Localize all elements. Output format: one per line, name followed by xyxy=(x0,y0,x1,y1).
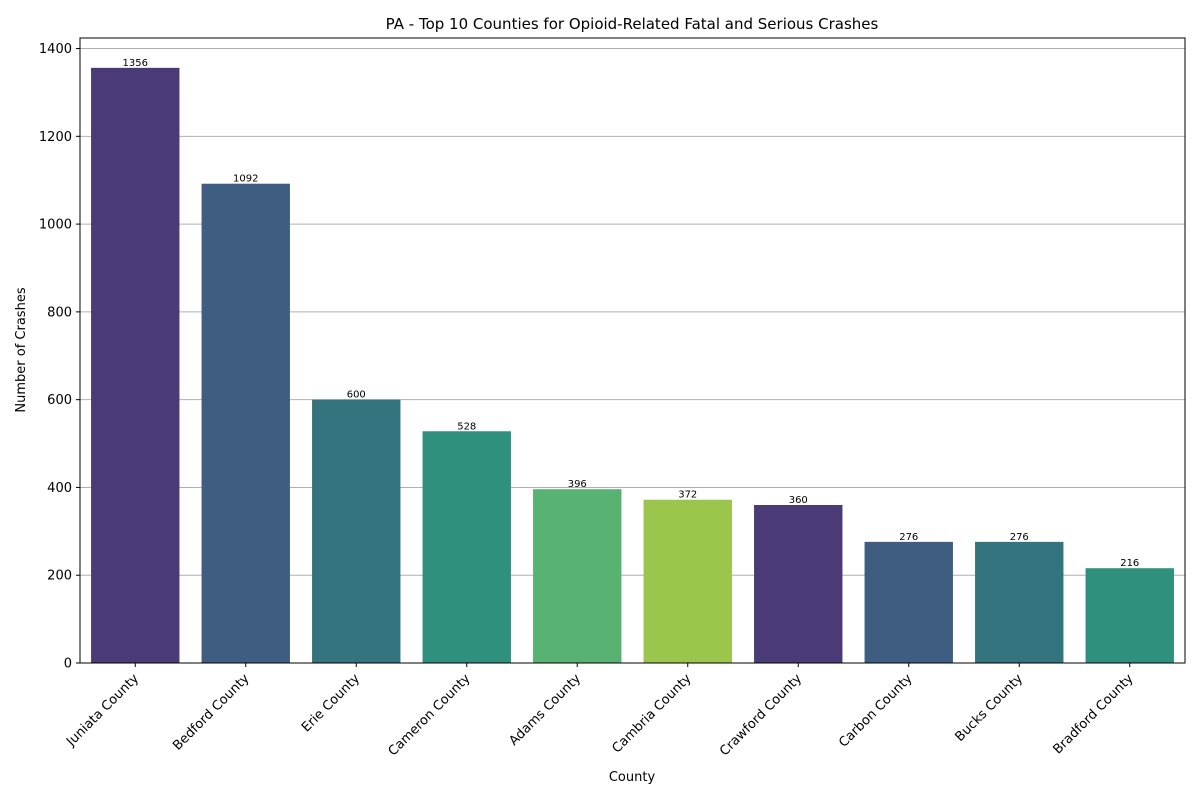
x-tick-label: Erie County xyxy=(299,671,363,735)
x-tick-label: Bradford County xyxy=(1050,671,1136,757)
bar-value-label: 276 xyxy=(899,532,918,543)
bar xyxy=(533,489,622,663)
bar xyxy=(422,431,511,663)
x-tick-label: Adams County xyxy=(506,671,584,749)
y-tick-label: 1200 xyxy=(39,130,72,145)
bar xyxy=(643,499,732,663)
bar xyxy=(1085,568,1174,663)
bar xyxy=(91,67,180,663)
bar-value-label: 1092 xyxy=(233,174,258,185)
x-tick-label: Crawford County xyxy=(717,671,805,759)
bar xyxy=(312,399,401,663)
y-tick-label: 1400 xyxy=(39,42,72,57)
bar xyxy=(975,541,1064,663)
bar-value-label: 1356 xyxy=(123,58,148,69)
data-labels: 1356 1092 600 528 396 372 360 276 276 216 xyxy=(123,58,1140,569)
y-tick-label: 0 xyxy=(64,657,72,672)
y-tick-label: 1000 xyxy=(39,218,72,233)
bars xyxy=(91,67,1174,663)
bar-value-label: 372 xyxy=(678,490,697,501)
plot-frame xyxy=(79,37,1186,664)
bar-value-label: 276 xyxy=(1010,532,1029,543)
x-tick-label: Carbon County xyxy=(836,671,916,751)
x-axis-ticks: Juniata County Bedford County Erie County C… xyxy=(63,663,1137,759)
bar-value-label: 600 xyxy=(347,390,366,401)
x-tick-label: Bucks County xyxy=(953,671,1027,745)
bar-value-label: 216 xyxy=(1120,558,1139,569)
bar xyxy=(754,504,843,663)
bar xyxy=(201,183,290,663)
y-tick-label: 600 xyxy=(47,393,72,408)
y-tick-label: 800 xyxy=(47,305,72,320)
bar xyxy=(864,541,953,663)
x-tick-label: Cameron County xyxy=(386,671,474,759)
x-tick-label: Juniata County xyxy=(63,671,142,750)
x-axis-label: County xyxy=(609,770,656,785)
y-tick-label: 400 xyxy=(47,481,72,496)
chart-title: PA - Top 10 Counties for Opioid-Related … xyxy=(386,15,879,33)
bar-value-label: 360 xyxy=(789,495,808,506)
x-tick-label: Bedford County xyxy=(170,671,253,754)
y-tick-label: 200 xyxy=(47,569,72,584)
y-axis-ticks: 0 200 400 600 800 1000 1200 1400 xyxy=(39,42,80,672)
bar-value-label: 396 xyxy=(568,479,587,490)
y-axis-label: Number of Crashes xyxy=(14,287,29,412)
x-tick-label: Cambria County xyxy=(609,671,694,756)
bar-value-label: 528 xyxy=(457,421,476,432)
